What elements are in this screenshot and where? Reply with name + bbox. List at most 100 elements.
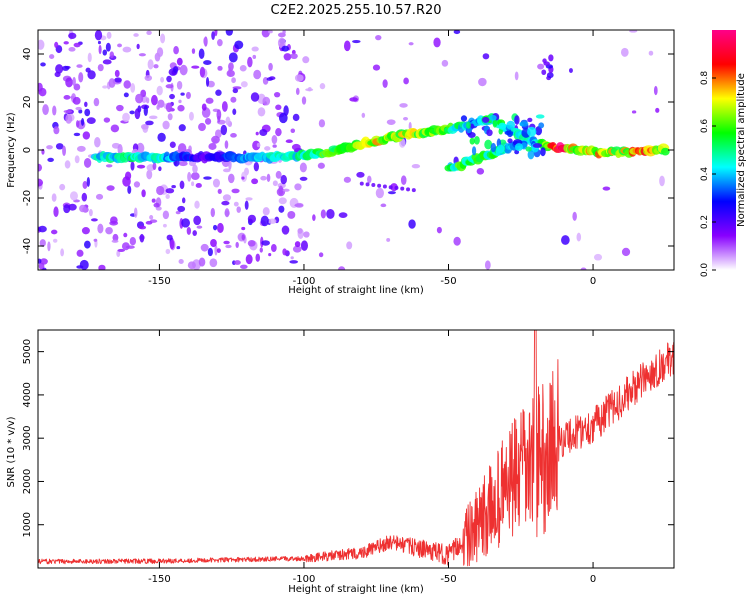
noise-speckle: [129, 237, 137, 246]
noise-speckle: [215, 89, 222, 96]
noise-speckle: [287, 210, 296, 219]
turbulence-blob: [471, 146, 477, 156]
spectrogram-xtick-label: -100: [293, 276, 316, 287]
turbulence-blob: [486, 129, 493, 137]
noise-speckle: [129, 110, 135, 115]
spectrogram-xtick-label: -50: [440, 276, 456, 287]
noise-speckle: [153, 64, 159, 69]
spectrogram-xtick-label: -150: [148, 276, 171, 287]
noise-speckle: [478, 77, 487, 87]
turbulence-blob: [484, 139, 493, 150]
noise-speckle: [172, 66, 179, 73]
noise-speckle: [629, 30, 638, 33]
noise-speckle: [156, 104, 160, 110]
noise-speckle: [151, 94, 158, 106]
noise-speckle: [387, 191, 396, 195]
noise-speckle: [111, 239, 119, 243]
noise-speckle: [380, 203, 387, 208]
noise-speckle: [76, 265, 84, 269]
noise-speckle: [225, 244, 232, 249]
noise-speckle: [231, 77, 236, 84]
noise-speckle: [180, 92, 185, 96]
noise-speckle: [386, 119, 396, 125]
noise-speckle: [234, 40, 244, 50]
noise-speckle: [68, 32, 77, 39]
noise-speckle: [138, 53, 146, 57]
noise-speckle: [114, 77, 122, 83]
turbulence-blob: [514, 143, 524, 151]
noise-speckle: [252, 54, 257, 60]
noise-speckle: [270, 244, 277, 253]
noise-speckle: [275, 104, 282, 111]
noise-speckle: [146, 97, 150, 104]
snr-series-line: [38, 330, 674, 567]
noise-speckle: [50, 229, 58, 235]
noise-speckle: [178, 161, 188, 167]
noise-speckle: [169, 141, 176, 148]
noise-speckle: [224, 140, 229, 149]
spectrogram-ytick-label: -20: [22, 190, 33, 206]
colorbar-tick-label: 0.4: [700, 167, 710, 182]
noise-speckle: [210, 207, 215, 218]
turbulence-blob: [527, 126, 537, 137]
turbulence-blob: [495, 146, 501, 157]
snr-ytick-label: 4000: [22, 382, 33, 407]
noise-speckle: [222, 194, 232, 202]
noise-speckle: [81, 117, 85, 126]
snr-ticks: -150 -100 -50 0 1000 2000 3000 4000 5000: [22, 330, 674, 585]
noise-speckle: [349, 97, 359, 102]
noise-speckle: [631, 110, 637, 114]
noise-speckle: [217, 39, 223, 47]
noise-speckle: [136, 142, 145, 154]
noise-speckle: [189, 111, 194, 121]
noise-speckle: [109, 51, 114, 59]
noise-speckle: [251, 178, 259, 185]
noise-speckle: [576, 232, 582, 242]
noise-speckle: [106, 31, 112, 39]
noise-speckle: [482, 53, 490, 60]
noise-speckle: [146, 169, 153, 180]
noise-speckle: [160, 33, 166, 44]
noise-speckle: [175, 211, 181, 215]
noise-speckle: [123, 92, 129, 98]
turbulence-blob: [540, 147, 546, 157]
noise-speckle: [216, 248, 221, 253]
noise-speckle: [453, 30, 461, 35]
noise-speckle: [292, 113, 300, 122]
noise-speckle: [356, 171, 365, 178]
turbulence-blob: [507, 138, 513, 144]
noise-speckle: [210, 238, 217, 248]
noise-speckle: [205, 97, 214, 104]
noise-speckle: [282, 30, 286, 35]
colorbar-tick-label: 0.0: [700, 263, 710, 278]
noise-speckle: [133, 181, 141, 188]
lower-echo-blob: [377, 183, 382, 188]
noise-speckle: [320, 209, 326, 219]
snr-xtick-label: 0: [590, 574, 596, 585]
noise-speckle: [241, 226, 246, 231]
noise-speckle: [40, 62, 46, 67]
noise-speckle: [232, 88, 239, 94]
noise-speckle: [116, 104, 124, 112]
noise-speckle: [212, 178, 221, 188]
turbulence-blob: [538, 122, 545, 129]
noise-speckle: [285, 139, 293, 144]
noise-speckle: [291, 143, 301, 151]
noise-speckle: [209, 258, 218, 268]
noise-speckle: [165, 193, 170, 199]
noise-speckle: [253, 161, 260, 172]
noise-speckle: [261, 240, 270, 246]
noise-speckle: [234, 260, 241, 265]
noise-speckle: [281, 45, 290, 52]
noise-speckle: [98, 44, 102, 55]
noise-speckle: [63, 41, 69, 45]
noise-speckle: [214, 244, 218, 256]
noise-speckle: [268, 253, 272, 257]
turbulence-blob: [532, 143, 543, 148]
noise-speckle: [181, 218, 191, 228]
colorbar-tick-label: 0.8: [700, 71, 710, 86]
noise-speckle: [201, 103, 207, 111]
noise-speckle: [221, 200, 230, 206]
snr-frame: [37, 329, 675, 569]
noise-speckle: [221, 101, 228, 112]
